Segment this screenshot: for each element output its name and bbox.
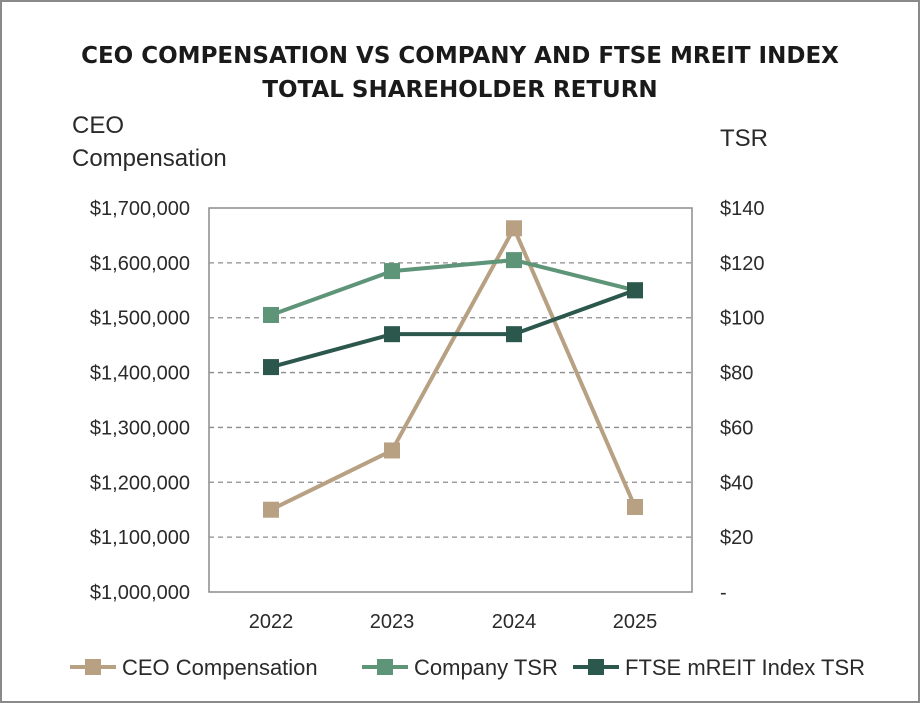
x-tick-label: 2025 bbox=[613, 611, 658, 633]
data-point bbox=[263, 306, 279, 323]
y-left-tick-label: $1,700,000 bbox=[90, 198, 190, 220]
y-right-tick-labels: - $20 $40 $60 $80 $100 $120 $140 bbox=[720, 198, 765, 604]
series-layer bbox=[263, 220, 643, 518]
legend-marker bbox=[377, 659, 393, 675]
y-left-tick-labels: $1,000,000 $1,100,000 $1,200,000 $1,300,000… bbox=[90, 198, 190, 604]
y-right-tick-label: $40 bbox=[720, 472, 753, 494]
legend-marker bbox=[85, 659, 101, 675]
data-point bbox=[506, 326, 522, 343]
y-right-label: TSR bbox=[720, 125, 768, 152]
y-left-tick-label: $1,400,000 bbox=[90, 363, 190, 385]
y-right-tick-label: $60 bbox=[720, 417, 753, 439]
y-right-tick-label: $20 bbox=[720, 527, 753, 549]
legend-entry: Company TSR bbox=[362, 655, 558, 680]
data-point bbox=[384, 442, 400, 459]
series-line bbox=[270, 258, 636, 317]
data-point bbox=[506, 252, 522, 269]
series-ceo-compensation bbox=[263, 220, 643, 518]
y-left-tick-label: $1,000,000 bbox=[90, 582, 190, 604]
y-left-tick-label: $1,600,000 bbox=[90, 253, 190, 275]
data-point bbox=[627, 282, 643, 299]
y-left-tick-label: $1,200,000 bbox=[90, 472, 190, 494]
gridlines bbox=[209, 262, 692, 538]
y-left-label-line2: Compensation bbox=[72, 145, 227, 172]
series-line bbox=[270, 288, 636, 370]
plot-area-border bbox=[208, 207, 693, 593]
y-left-label-line1: CEO bbox=[72, 112, 124, 139]
legend-label: Company TSR bbox=[414, 655, 558, 680]
legend-label: FTSE mREIT Index TSR bbox=[625, 655, 865, 680]
y-right-tick-label: $140 bbox=[720, 198, 765, 220]
legend-label: CEO Compensation bbox=[122, 655, 318, 680]
data-point bbox=[384, 326, 400, 343]
chart-title-line1: CEO COMPENSATION VS COMPANY AND FTSE MRE… bbox=[81, 43, 839, 69]
y-left-tick-label: $1,300,000 bbox=[90, 417, 190, 439]
data-point bbox=[506, 220, 522, 237]
y-left-tick-label: $1,100,000 bbox=[90, 527, 190, 549]
legend: CEO Compensation Company TSR FTSE mREIT In… bbox=[70, 655, 865, 680]
x-tick-label: 2024 bbox=[492, 611, 537, 633]
y-right-tick-label: $80 bbox=[720, 363, 753, 385]
y-right-tick-label: - bbox=[720, 582, 727, 604]
legend-entry: FTSE mREIT Index TSR bbox=[573, 655, 865, 680]
y-right-tick-label: $100 bbox=[720, 308, 765, 330]
y-left-tick-label: $1,500,000 bbox=[90, 308, 190, 330]
series-ftse-mreit-index-tsr bbox=[263, 282, 643, 376]
data-point bbox=[263, 501, 279, 518]
x-tick-label: 2022 bbox=[249, 611, 294, 633]
chart-title-line2: TOTAL SHAREHOLDER RETURN bbox=[262, 77, 657, 103]
x-tick-label: 2023 bbox=[370, 611, 415, 633]
data-point bbox=[384, 263, 400, 280]
legend-marker bbox=[588, 659, 604, 675]
series-line bbox=[270, 226, 637, 512]
data-point bbox=[627, 498, 643, 515]
y-right-tick-label: $120 bbox=[720, 253, 765, 275]
legend-entry: CEO Compensation bbox=[70, 655, 318, 680]
x-tick-labels: 2022 2023 2024 2025 bbox=[249, 611, 658, 633]
data-point bbox=[263, 359, 279, 376]
